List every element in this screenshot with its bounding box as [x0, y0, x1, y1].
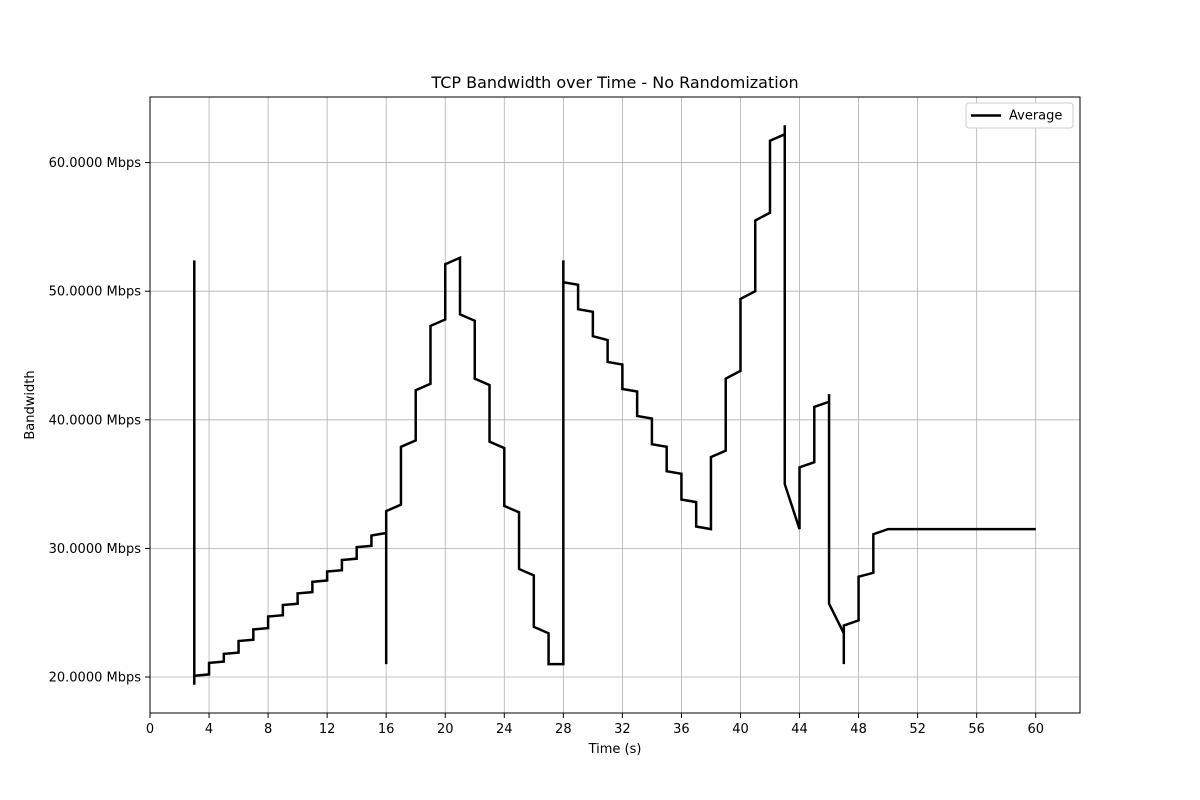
x-tick-label: 4 [205, 722, 213, 737]
x-tick-label: 48 [850, 722, 867, 737]
y-tick-label: 30.0000 Mbps [49, 542, 142, 557]
grid-lines [149, 97, 1080, 713]
legend-box [965, 102, 1074, 129]
plot-series-layer [193, 125, 1036, 685]
x-tick-label: 24 [496, 722, 513, 737]
y-tick-label: 60.0000 Mbps [49, 156, 142, 171]
y-axis-label: Bandwidth [23, 370, 38, 439]
x-tick-label: 0 [146, 722, 154, 737]
y-tick-label: 50.0000 Mbps [49, 285, 142, 300]
x-tick-label: 16 [378, 722, 395, 737]
x-tick-label: 60 [1027, 722, 1044, 737]
x-tick-label: 44 [791, 722, 808, 737]
x-axis-label: Time (s) [588, 742, 642, 757]
x-tick-label: 36 [673, 722, 690, 737]
legend: Average [965, 102, 1074, 129]
x-tick-label: 56 [968, 722, 985, 737]
x-tick-label: 12 [319, 722, 336, 737]
x-tick-label: 32 [614, 722, 631, 737]
y-tick-label: 40.0000 Mbps [49, 413, 142, 428]
x-tick-label: 52 [909, 722, 926, 737]
x-tick-label: 40 [732, 722, 749, 737]
legend-label-average: Average [1009, 109, 1062, 124]
x-tick-label: 20 [437, 722, 454, 737]
x-tick-label: 28 [555, 722, 572, 737]
plot-area-frame [149, 96, 1081, 714]
series-line-average [193, 125, 1036, 685]
chart-title: TCP Bandwidth over Time - No Randomizati… [430, 73, 798, 92]
x-tick-label: 8 [264, 722, 272, 737]
y-tick-label: 20.0000 Mbps [49, 670, 142, 685]
